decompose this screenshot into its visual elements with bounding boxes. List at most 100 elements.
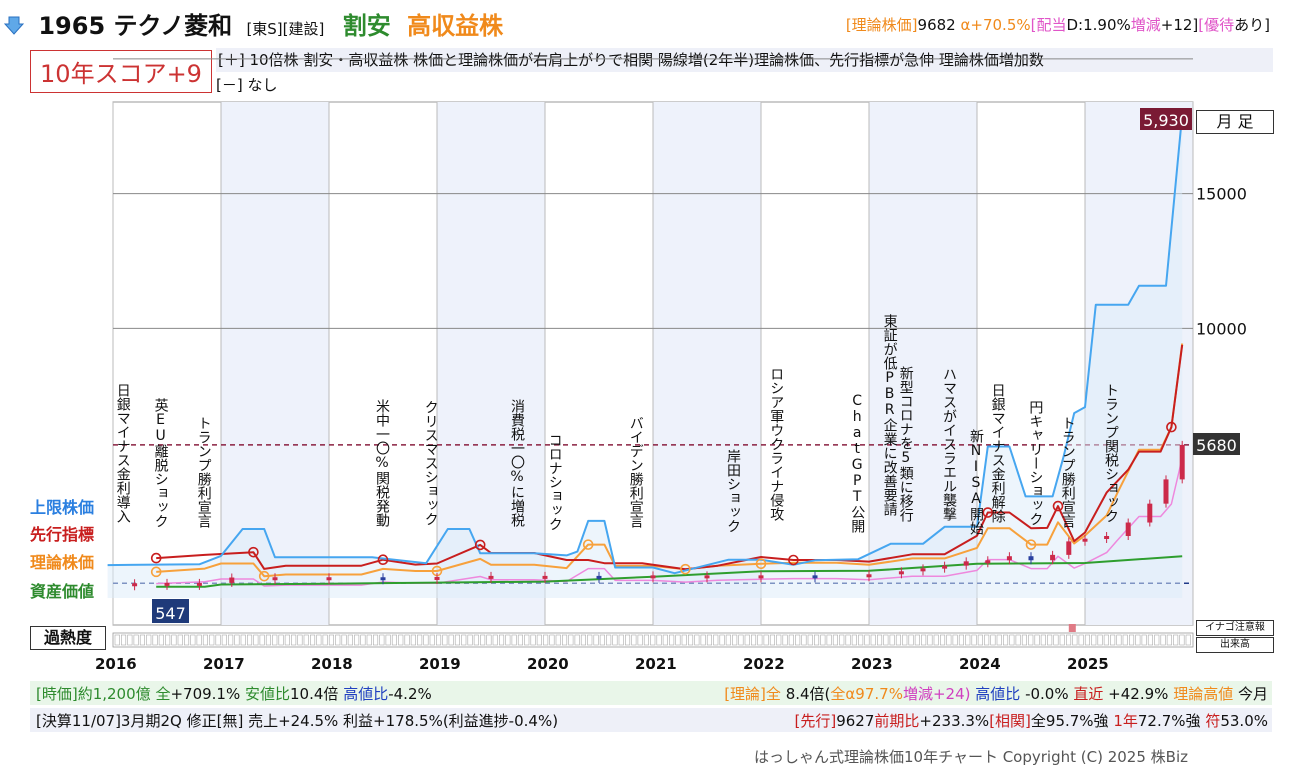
overheat-cell: [977, 634, 983, 646]
price-high-tag: 5,930: [1143, 111, 1189, 130]
event-annotation: ロシア軍ウクライナ侵攻: [768, 366, 785, 521]
overheat-cell: [505, 634, 511, 646]
indicator-marker: [150, 566, 162, 578]
theory-all-value: 8.4倍(: [785, 685, 831, 703]
candle-body: [1147, 503, 1153, 523]
candle-body: [898, 571, 904, 575]
overheat-cell: [423, 634, 429, 646]
overheat-cell: [990, 634, 996, 646]
header-metrics: [理論株価]9682 α+70.5%[配当D:1.90%増減+12][優待あり]: [846, 14, 1270, 35]
indicator-marker: [582, 539, 594, 550]
theory-top-label: 理論高値: [1173, 685, 1234, 703]
candle-body: [434, 576, 440, 580]
ten-year-score: 10年スコア+9: [30, 50, 212, 93]
label-asset-value: 資産価値: [30, 582, 95, 601]
overheat-cell: [876, 634, 883, 646]
event-annotation: 日銀マイナス金利導入: [114, 383, 131, 523]
overheat-cell: [221, 634, 227, 646]
candle-body: [164, 582, 170, 586]
overheat-cell: [561, 634, 568, 646]
overheat-cell: [587, 634, 593, 646]
overheat-cell: [719, 634, 725, 646]
overheat-cell: [637, 634, 643, 646]
stock-name: テクノ菱和: [113, 12, 233, 40]
overheat-cell: [253, 634, 259, 646]
lead-label: [先行]: [794, 712, 837, 730]
overheat-cell: [1135, 634, 1141, 646]
overheat-cell: [379, 634, 385, 646]
overheat-cell: [354, 634, 360, 646]
overheat-cell: [908, 634, 914, 646]
x-tick-label: 2019: [419, 655, 461, 673]
overheat-cell: [776, 634, 782, 646]
overheat-cell: [889, 634, 895, 646]
overheat-cell: [473, 634, 479, 646]
theory-increase: 増減+24): [902, 685, 971, 703]
overheat-cell: [902, 634, 908, 646]
all-label: 全: [155, 685, 171, 703]
overheat-cell: [984, 634, 990, 646]
timeframe-monthly: 月 足: [1196, 110, 1274, 134]
overheat-cell: [757, 634, 763, 646]
plus-factors: [＋] 10倍株 割安・高収益株 株価と理論株価が右肩上がりで相関 陽線増(2年…: [216, 48, 1273, 72]
event-annotation: 消費税一〇%に増税: [509, 398, 525, 527]
price-low-tag-box: [152, 599, 189, 623]
candle-body: [758, 575, 764, 579]
overheat-cell: [1097, 634, 1103, 646]
overheat-cell: [763, 634, 769, 646]
overheat-cell: [1147, 634, 1153, 646]
overheat-cell: [1166, 634, 1172, 646]
y-tick-label: 15000: [1196, 185, 1247, 204]
overheat-cell: [492, 634, 498, 646]
overheat-cell: [725, 634, 731, 646]
candle-body: [132, 583, 138, 587]
label-upper-price: 上限株価: [30, 498, 95, 517]
overheat-cell: [1021, 634, 1028, 646]
overheat-cell: [391, 634, 398, 646]
event-annotation: トランプ関税ショック: [1103, 383, 1119, 523]
overheat-cell: [1047, 634, 1053, 646]
overheat-cell: [215, 634, 221, 646]
stock-code: 1965: [38, 12, 106, 40]
x-tick-label: 2016: [95, 655, 137, 673]
candle-body: [1066, 541, 1072, 555]
price-current-tag: 5680: [1196, 436, 1237, 455]
candle-body: [542, 575, 548, 579]
overheat-cell: [694, 634, 700, 646]
overheat-strip: [112, 632, 1194, 648]
theory-alpha: 全α97.7%: [830, 685, 903, 703]
year-shade: [653, 102, 761, 625]
increase-value: +12]: [1160, 16, 1199, 34]
candle-body: [942, 565, 948, 569]
overheat-cell: [921, 634, 927, 646]
overheat-cell: [291, 634, 297, 646]
inago-marker: [1068, 624, 1076, 632]
overheat-cell: [687, 634, 694, 646]
overheat-cell: [1009, 634, 1015, 646]
event-annotation: 新NISA開始: [968, 428, 984, 535]
overheat-cell: [612, 634, 618, 646]
candle-body: [985, 560, 991, 564]
candle-body: [196, 582, 202, 586]
candle-body: [488, 575, 494, 579]
overheat-cell: [410, 634, 416, 646]
indicator-marker: [1025, 539, 1037, 550]
overheat-cell: [303, 634, 309, 646]
overheat-cell: [568, 634, 574, 646]
event-annotation: ハマスがイスラエル襲撃: [941, 366, 957, 521]
label-leading-indicator: 先行指標: [30, 525, 95, 544]
overheat-cell: [580, 634, 587, 646]
overheat-cell: [662, 634, 668, 646]
x-tick-label: 2018: [311, 655, 353, 673]
overheat-cell: [807, 634, 813, 646]
candle-body: [920, 568, 926, 572]
overheat-cell: [965, 634, 971, 646]
label-volume: 出来高: [1196, 637, 1274, 653]
indicator-marker: [248, 546, 259, 558]
overheat-cell: [732, 634, 738, 646]
overheat-cell: [820, 634, 826, 646]
overheat-cell: [498, 634, 505, 646]
overheat-cell: [202, 634, 208, 646]
overheat-cell: [631, 634, 637, 646]
market-cap: [時価]約1,200億: [36, 685, 151, 703]
